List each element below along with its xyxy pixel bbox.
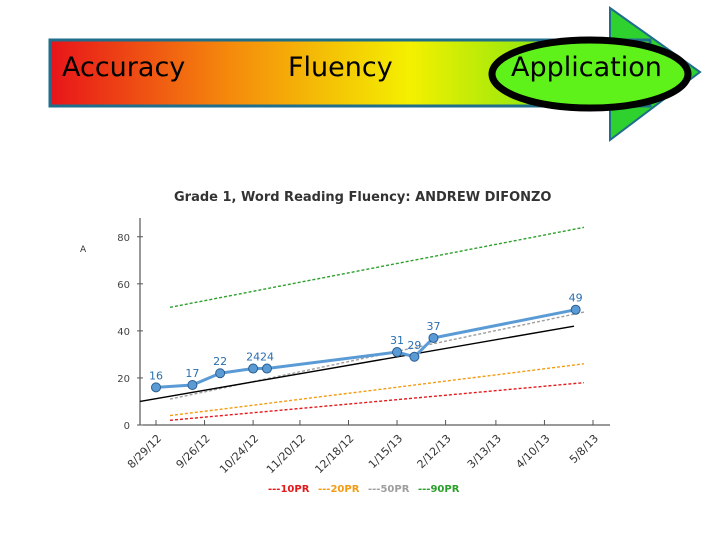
x-tick-label: 9/26/12	[173, 432, 212, 471]
y-axis-label: A	[80, 245, 87, 255]
student-data-point	[151, 382, 161, 393]
x-tick-label: 12/18/12	[312, 432, 356, 476]
student-data-point	[570, 304, 581, 315]
student-data-point	[428, 332, 439, 343]
y-tick-label: 40	[117, 327, 130, 338]
chart-title: Grade 1, Word Reading Fluency: ANDREW DI…	[174, 190, 551, 205]
stage-application-label: Application	[511, 52, 662, 83]
student-data-point	[392, 347, 403, 358]
pr-line-10pr	[169, 381, 585, 421]
student-data-label: 22	[213, 355, 227, 368]
stage-fluency-label: Fluency	[288, 52, 393, 83]
y-tick-label: 20	[117, 374, 130, 385]
y-tick-label: 0	[124, 421, 130, 432]
student-data-label: 24	[260, 351, 274, 364]
student-data-label: 49	[569, 292, 583, 305]
student-data-label: 37	[426, 320, 440, 333]
x-tick-label: 5/8/13	[567, 432, 601, 466]
stage-accuracy-label: Accuracy	[62, 52, 186, 83]
student-data-label: 24	[246, 351, 260, 364]
pr-line-90pr	[169, 226, 585, 309]
fluency-chart: Grade 1, Word Reading Fluency: ANDREW DI…	[80, 190, 610, 495]
application-highlight	[488, 36, 692, 112]
x-tick-label: 11/20/12	[264, 432, 308, 476]
student-data-point	[261, 363, 272, 374]
student-data-point	[409, 351, 420, 362]
student-data-label: 16	[149, 369, 163, 382]
legend-item-10pr: ---10PR	[268, 484, 310, 495]
x-tick-label: 3/13/13	[465, 432, 504, 471]
student-data-point	[248, 363, 259, 374]
y-tick-label: 80	[117, 233, 130, 244]
student-data-label: 29	[407, 339, 421, 352]
legend-item-90pr: ---90PR	[418, 484, 460, 495]
x-tick-label: 10/24/12	[217, 432, 261, 476]
student-data-point	[187, 380, 198, 390]
legend-item-20pr: ---20PR	[318, 484, 360, 495]
student-data-label: 31	[390, 334, 404, 347]
pr-line-20pr	[169, 363, 585, 417]
trend-line	[139, 325, 575, 403]
x-tick-label: 2/12/13	[415, 432, 454, 471]
legend-item-50pr: ---50PR	[368, 484, 410, 495]
student-data-point	[215, 368, 226, 379]
progress-banner	[48, 6, 702, 143]
x-tick-label: 1/15/13	[366, 432, 405, 471]
x-tick-label: 4/10/13	[513, 432, 552, 471]
student-data-label: 17	[185, 367, 199, 380]
y-tick-label: 60	[117, 280, 130, 291]
x-tick-label: 8/29/12	[125, 432, 164, 471]
